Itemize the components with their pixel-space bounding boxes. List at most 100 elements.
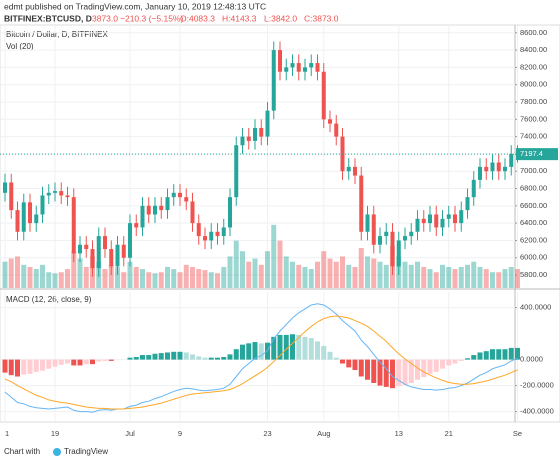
macd-histogram-bar [96,359,102,362]
candle-body [303,67,307,72]
candle-body [415,218,420,232]
volume-bar [471,261,477,288]
candle-body [190,201,195,224]
volume-bar [158,272,164,288]
volume-bar [377,261,383,288]
macd-histogram-bar [21,359,27,375]
candle-body [65,195,70,198]
candle-body [178,192,182,198]
candle-body [209,231,214,241]
last: 3873.0 [92,13,118,23]
volume-bar [46,272,52,288]
candle-body [9,182,14,211]
candle-body [271,50,276,111]
macd-histogram-bar [308,338,314,360]
open: O:4083.3 [180,13,215,23]
volume-bar [2,261,8,288]
volume-bar [152,273,158,288]
macd-histogram-bar [83,359,89,365]
candle-body [140,205,145,228]
macd-histogram-bar [2,359,8,373]
macd-histogram-bar [321,345,327,360]
candle-body [153,205,157,215]
y-tick-label: 7800.00 [520,97,547,106]
volume-bar [196,269,202,288]
candle-body [234,145,239,198]
y-tick-label: 8600.00 [520,28,547,37]
candle-body [59,191,64,196]
macd-histogram-bar [52,359,58,367]
x-tick-label: 9 [178,429,182,438]
y-tick-label: 8200.00 [520,62,547,71]
macd-histogram-bar [215,357,220,360]
macd-histogram-bar [183,352,189,360]
candle-body [284,67,289,72]
macd-histogram-bar [440,359,445,369]
volume-bar [183,264,189,288]
candle-body [259,127,264,137]
volume-bar [277,240,283,288]
volume-bar [415,261,420,288]
volume-bar [40,264,45,288]
candle-body [128,223,132,258]
volume-bar [177,272,183,288]
signal-line [4,315,518,410]
volume-bar [402,261,408,288]
volume-bar [271,224,277,288]
y-tick-label: 8000.00 [520,80,547,89]
candle-body [296,63,301,72]
macd-histogram-bar [246,343,252,360]
candle-body [509,153,514,167]
volume-bar [315,261,320,288]
candle-body [315,63,320,72]
macd-histogram-bar [483,351,489,360]
candle-body [109,249,114,267]
volume-bar [365,256,370,288]
macd-histogram-bar [371,359,377,383]
macd-histogram-bar [283,334,289,360]
volume-bar [327,258,333,288]
candle-body [353,166,357,176]
y-tick-label: 6800.00 [520,183,547,192]
candle-body [28,202,32,224]
candle-body [446,214,451,219]
volume-bar [440,264,445,288]
candle-body [253,127,257,141]
candle-body [215,231,220,237]
candle-body [53,191,57,193]
macd-histogram-bar [177,351,183,360]
macd-title: MACD (12, 26, close, 9) [6,295,92,304]
y-tick-label: -200.0000 [520,381,554,390]
candle-body [453,214,457,224]
volume-bar [121,272,127,288]
candle-body [165,197,170,211]
chart-title: Bitcoin / Dollar, D, BITFINEX [6,30,108,39]
high: H:4143.3 [222,13,257,23]
macd-histogram-bar [58,359,64,365]
volume-bar [15,256,20,288]
volume-bar [77,258,83,288]
volume-bar [102,269,108,288]
volume-bar [208,272,214,288]
macd-histogram-bar [333,357,339,360]
publisher: edmt published on TradingView.com, Janua… [4,1,266,11]
volume-bar [252,258,258,288]
y-tick-label: -400.0000 [520,407,554,416]
y-tick-label: 6600.00 [520,201,547,210]
x-tick-label: Aug [317,429,330,438]
volume-bar [427,269,433,288]
macd-histogram-bar [327,351,333,360]
symbol: BITFINEX:BTCUSD, D [4,13,92,23]
volume-bar [140,269,145,288]
last-price-label: 7197.4 [520,149,543,158]
candle-body [378,236,382,245]
candle-body [403,236,407,241]
macd-histogram-bar [258,343,264,360]
candle-body [46,192,51,196]
volume-bar [340,256,345,288]
candle-body [3,182,7,193]
candle-body [96,236,101,269]
macd-histogram-bar [515,347,520,360]
candle-body [265,110,270,137]
